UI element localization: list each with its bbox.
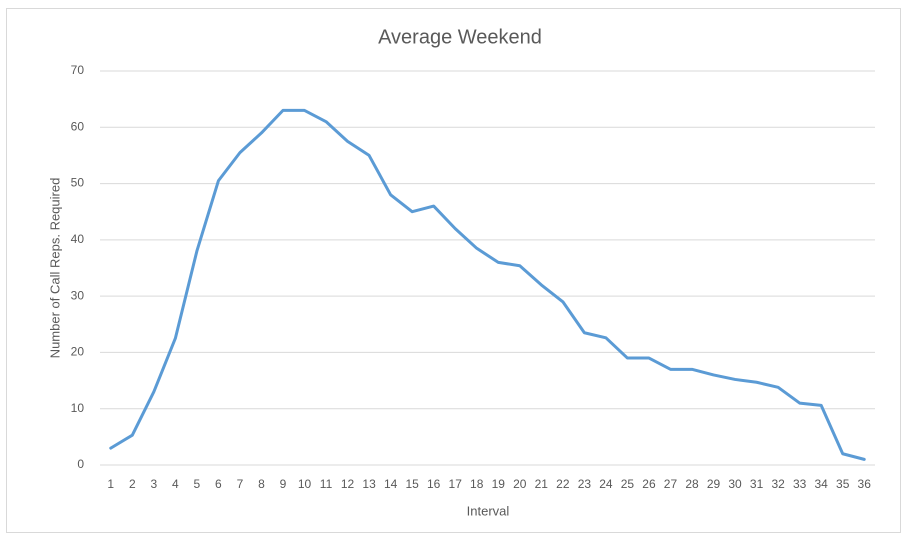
x-tick-label: 35 [836, 477, 850, 491]
y-tick-label: 70 [71, 63, 85, 77]
y-axis-label: Number of Call Reps. Required [47, 178, 62, 359]
chart-border [6, 8, 901, 533]
chart-title: Average Weekend [378, 26, 542, 48]
x-tick-label: 7 [237, 477, 244, 491]
x-tick-label: 10 [298, 477, 312, 491]
y-tick-label: 60 [71, 119, 85, 133]
x-tick-label: 19 [492, 477, 506, 491]
x-tick-label: 8 [258, 477, 265, 491]
x-tick-label: 13 [362, 477, 376, 491]
x-tick-label: 9 [280, 477, 287, 491]
x-tick-label: 33 [793, 477, 807, 491]
x-tick-label: 6 [215, 477, 222, 491]
x-tick-label: 32 [771, 477, 785, 491]
y-tick-label: 0 [77, 457, 84, 471]
x-tick-label: 28 [685, 477, 699, 491]
y-tick-label: 30 [71, 288, 85, 302]
y-tick-label: 40 [71, 232, 85, 246]
x-tick-label: 24 [599, 477, 613, 491]
x-tick-label: 17 [449, 477, 463, 491]
x-tick-label: 18 [470, 477, 484, 491]
x-tick-label: 29 [707, 477, 721, 491]
x-tick-label: 36 [858, 477, 872, 491]
x-tick-label: 5 [194, 477, 201, 491]
x-axis-label: Interval [467, 503, 510, 518]
x-tick-label: 30 [728, 477, 742, 491]
x-tick-label: 15 [405, 477, 419, 491]
x-tick-label: 3 [150, 477, 157, 491]
x-tick-label: 23 [578, 477, 592, 491]
x-tick-label: 12 [341, 477, 355, 491]
y-tick-label: 50 [71, 176, 85, 190]
x-tick-label: 14 [384, 477, 398, 491]
data-line [109, 108, 866, 461]
x-tick-label: 2 [129, 477, 136, 491]
x-tick-label: 27 [664, 477, 678, 491]
x-tick-label: 25 [621, 477, 635, 491]
y-tick-label: 10 [71, 401, 85, 415]
x-tick-label: 34 [815, 477, 829, 491]
x-tick-label: 1 [107, 477, 114, 491]
y-tick-label: 20 [71, 345, 85, 359]
x-tick-label: 22 [556, 477, 570, 491]
x-tick-label: 11 [320, 477, 333, 491]
x-tick-label: 16 [427, 477, 441, 491]
x-tick-label: 31 [750, 477, 764, 491]
x-tick-label: 26 [642, 477, 656, 491]
x-tick-label: 21 [535, 477, 549, 491]
x-tick-label: 20 [513, 477, 527, 491]
x-tick-label: 4 [172, 477, 179, 491]
